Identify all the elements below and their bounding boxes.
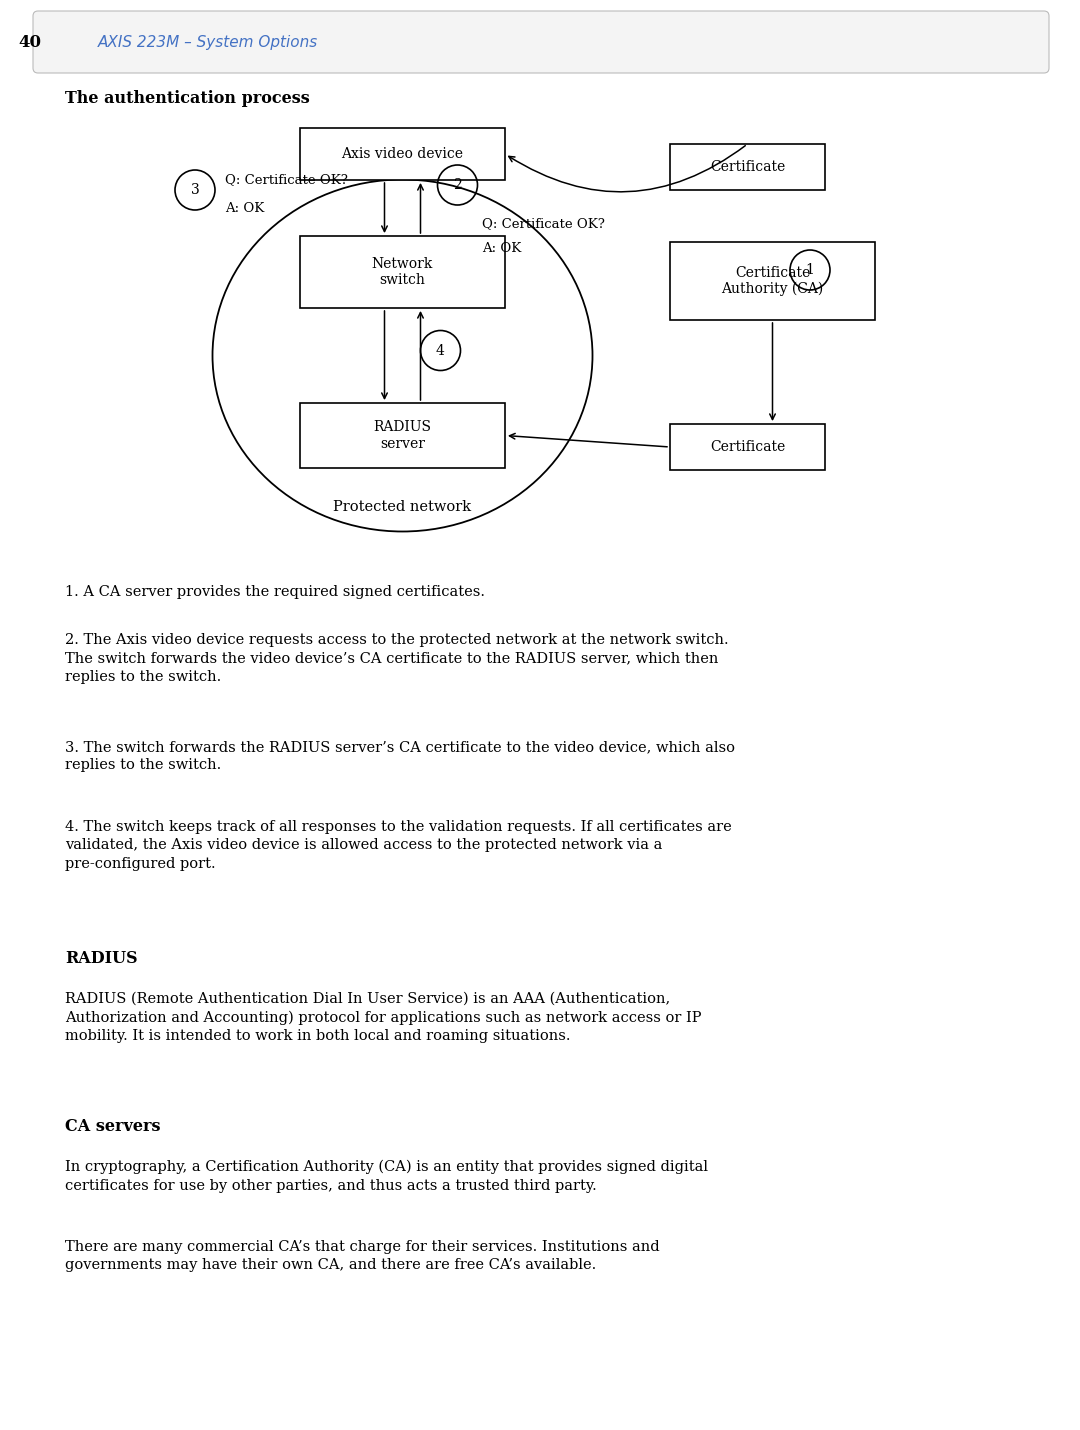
Bar <box>670 425 825 470</box>
Bar <box>300 129 505 180</box>
Text: RADIUS
server: RADIUS server <box>374 420 432 450</box>
Text: A: OK: A: OK <box>483 242 522 255</box>
Text: Q: Certificate OK?: Q: Certificate OK? <box>225 173 348 186</box>
Text: Certificate
Authority (CA): Certificate Authority (CA) <box>721 266 824 296</box>
Text: A: OK: A: OK <box>225 202 265 214</box>
Text: There are many commercial CA’s that charge for their services. Institutions and
: There are many commercial CA’s that char… <box>65 1240 660 1273</box>
Text: Certificate: Certificate <box>710 160 785 174</box>
Text: 3: 3 <box>191 183 200 197</box>
Text: In cryptography, a Certification Authority (CA) is an entity that provides signe: In cryptography, a Certification Authori… <box>65 1160 708 1193</box>
Text: 3. The switch forwards the RADIUS server’s CA certificate to the video device, w: 3. The switch forwards the RADIUS server… <box>65 739 735 772</box>
Text: Certificate: Certificate <box>710 440 785 453</box>
Text: 1: 1 <box>806 263 814 277</box>
Text: Axis video device: Axis video device <box>341 147 463 162</box>
Bar <box>670 242 875 320</box>
Text: CA servers: CA servers <box>65 1118 161 1135</box>
Text: 40: 40 <box>18 33 41 50</box>
Text: 4: 4 <box>436 343 445 358</box>
Text: The authentication process: The authentication process <box>65 90 310 107</box>
Text: 2. The Axis video device requests access to the protected network at the network: 2. The Axis video device requests access… <box>65 633 729 684</box>
FancyBboxPatch shape <box>33 11 1049 73</box>
Text: 2: 2 <box>454 177 462 192</box>
Text: 4. The switch keeps track of all responses to the validation requests. If all ce: 4. The switch keeps track of all respons… <box>65 819 732 871</box>
Text: Q: Certificate OK?: Q: Certificate OK? <box>483 217 606 230</box>
Text: RADIUS: RADIUS <box>65 950 137 967</box>
Text: Protected network: Protected network <box>334 500 472 513</box>
Bar <box>300 403 505 468</box>
Bar <box>670 144 825 190</box>
Text: AXIS 223M – System Options: AXIS 223M – System Options <box>98 34 319 50</box>
Bar <box>300 236 505 307</box>
Text: RADIUS (Remote Authentication Dial In User Service) is an AAA (Authentication,
A: RADIUS (Remote Authentication Dial In Us… <box>65 992 702 1044</box>
Text: Network
switch: Network switch <box>372 257 433 287</box>
Text: 1. A CA server provides the required signed certificates.: 1. A CA server provides the required sig… <box>65 585 485 599</box>
